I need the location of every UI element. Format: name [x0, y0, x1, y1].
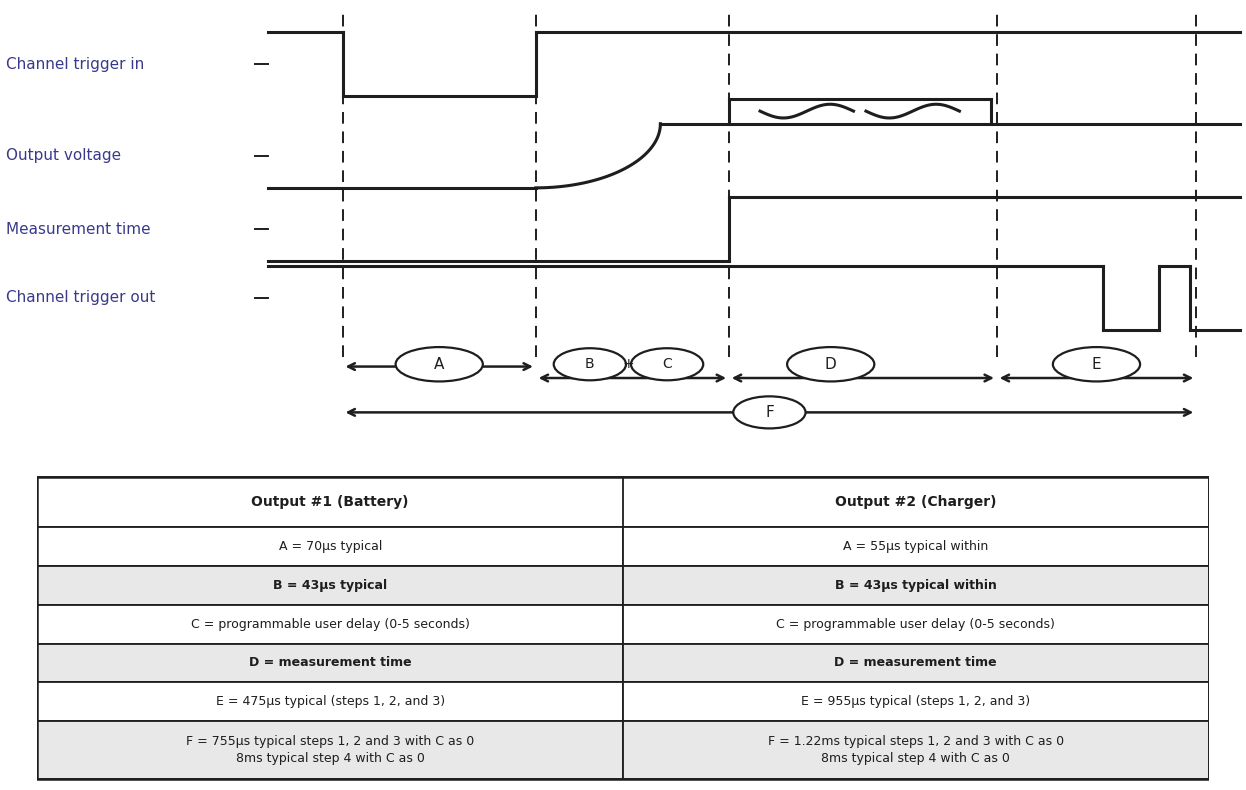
Text: B = 43μs typical within: B = 43μs typical within [835, 579, 997, 592]
Ellipse shape [733, 397, 805, 428]
Text: F: F [765, 405, 774, 419]
Bar [623, 721, 1209, 779]
Text: Output #2 (Charger): Output #2 (Charger) [835, 495, 997, 510]
Text: A = 55μs typical within: A = 55μs typical within [844, 540, 988, 553]
Bar [623, 566, 1209, 605]
Bar [37, 528, 623, 566]
Text: C = programmable user delay (0-5 seconds): C = programmable user delay (0-5 seconds… [191, 618, 470, 630]
Text: A = 70μs typical: A = 70μs typical [279, 540, 381, 553]
Text: D = measurement time: D = measurement time [249, 656, 411, 669]
Bar [37, 721, 623, 779]
Text: C = programmable user delay (0-5 seconds): C = programmable user delay (0-5 seconds… [776, 618, 1055, 630]
Text: Measurement time: Measurement time [6, 222, 151, 236]
Text: B = 43μs typical: B = 43μs typical [273, 579, 388, 592]
Bar [623, 644, 1209, 683]
Text: F = 755μs typical steps 1, 2 and 3 with C as 0
8ms typical step 4 with C as 0: F = 755μs typical steps 1, 2 and 3 with … [186, 735, 475, 765]
Text: Channel trigger in: Channel trigger in [6, 57, 145, 72]
Bar [623, 683, 1209, 721]
Bar [37, 683, 623, 721]
Text: E: E [1091, 357, 1101, 372]
Text: A: A [434, 357, 445, 372]
Bar [37, 644, 623, 683]
Bar [37, 566, 623, 605]
Text: Output #1 (Battery): Output #1 (Battery) [252, 495, 409, 510]
Text: D = measurement time: D = measurement time [835, 656, 997, 669]
Bar [623, 605, 1209, 644]
Bar [37, 605, 623, 644]
Text: C: C [662, 357, 672, 371]
Text: F = 1.22ms typical steps 1, 2 and 3 with C as 0
8ms typical step 4 with C as 0: F = 1.22ms typical steps 1, 2 and 3 with… [768, 735, 1064, 765]
Ellipse shape [630, 348, 703, 380]
Ellipse shape [787, 347, 875, 382]
Ellipse shape [396, 347, 483, 382]
Text: B: B [586, 357, 594, 371]
Text: E = 475μs typical (steps 1, 2, and 3): E = 475μs typical (steps 1, 2, and 3) [216, 695, 445, 708]
Bar [623, 528, 1209, 566]
Text: D: D [825, 357, 836, 372]
Text: Channel trigger out: Channel trigger out [6, 291, 156, 305]
Text: Output voltage: Output voltage [6, 149, 121, 164]
Text: E = 955μs typical (steps 1, 2, and 3): E = 955μs typical (steps 1, 2, and 3) [801, 695, 1030, 708]
Bar [37, 477, 1209, 528]
Ellipse shape [1053, 347, 1140, 382]
Ellipse shape [553, 348, 625, 380]
Text: +: + [623, 357, 634, 371]
